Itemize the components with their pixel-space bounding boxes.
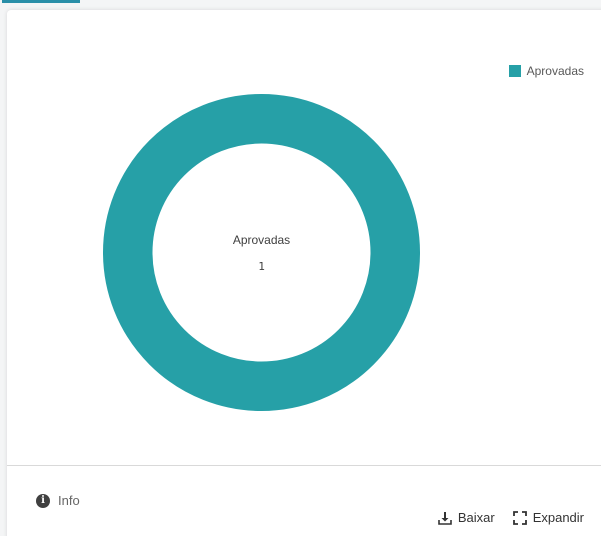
info-label: Info: [58, 493, 80, 508]
donut-chart: Aprovadas 1: [103, 94, 420, 411]
download-icon: [438, 511, 452, 525]
expand-label: Expandir: [532, 510, 584, 525]
info-button[interactable]: i Info: [36, 493, 80, 508]
legend-label: Aprovadas: [526, 64, 584, 78]
expand-icon: [512, 510, 527, 525]
footer-actions: Baixar Expandir: [438, 510, 584, 525]
legend-swatch: [508, 65, 521, 77]
chart-legend[interactable]: Aprovadas: [508, 64, 584, 78]
active-tab-indicator[interactable]: [2, 0, 80, 3]
info-circle-icon: i: [36, 493, 50, 508]
footer-divider: [7, 465, 601, 466]
download-label: Baixar: [457, 510, 495, 525]
donut-center-value: 1: [258, 260, 265, 273]
expand-button[interactable]: Expandir: [512, 510, 584, 525]
donut-center-label: Aprovadas: [232, 233, 291, 247]
donut-svg: [103, 94, 420, 411]
download-button[interactable]: Baixar: [438, 510, 495, 525]
donut-slice-aprovadas[interactable]: [103, 94, 420, 411]
